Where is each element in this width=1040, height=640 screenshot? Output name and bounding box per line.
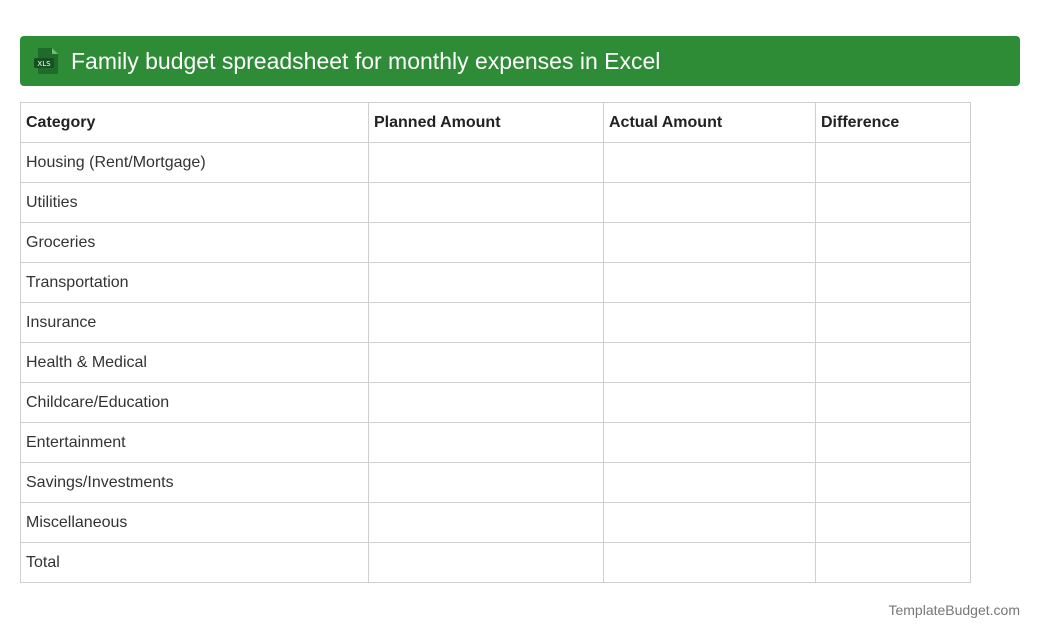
- category-cell: Utilities: [20, 182, 369, 223]
- actual-amount-cell: [603, 502, 816, 543]
- actual-amount-cell: [603, 222, 816, 263]
- planned-amount-cell: [368, 302, 604, 343]
- table-row: Groceries: [20, 222, 971, 263]
- actual-amount-cell: [603, 342, 816, 383]
- difference-cell: [815, 262, 971, 303]
- category-cell: Entertainment: [20, 422, 369, 463]
- planned-amount-cell: [368, 422, 604, 463]
- category-cell: Health & Medical: [20, 342, 369, 383]
- category-cell: Childcare/Education: [20, 382, 369, 423]
- difference-cell: [815, 462, 971, 503]
- actual-amount-cell: [603, 382, 816, 423]
- difference-cell: [815, 502, 971, 543]
- planned-amount-cell: [368, 182, 604, 223]
- difference-cell: [815, 422, 971, 463]
- column-header-planned-amount: Planned Amount: [368, 102, 604, 143]
- title-bar: XLS Family budget spreadsheet for monthl…: [20, 36, 1020, 86]
- category-cell: Miscellaneous: [20, 502, 369, 543]
- footer-brand: TemplateBudget.com: [888, 602, 1020, 618]
- table-row: Transportation: [20, 262, 971, 303]
- table-row-total: Total: [20, 542, 971, 583]
- column-header-category: Category: [20, 102, 369, 143]
- difference-cell: [815, 182, 971, 223]
- planned-amount-cell: [368, 542, 604, 583]
- difference-cell: [815, 142, 971, 183]
- planned-amount-cell: [368, 502, 604, 543]
- table-row: Health & Medical: [20, 342, 971, 383]
- table-row: Insurance: [20, 302, 971, 343]
- difference-cell: [815, 542, 971, 583]
- actual-amount-cell: [603, 142, 816, 183]
- planned-amount-cell: [368, 222, 604, 263]
- difference-cell: [815, 342, 971, 383]
- table-row: Housing (Rent/Mortgage): [20, 142, 971, 183]
- difference-cell: [815, 302, 971, 343]
- table-header-row: Category Planned Amount Actual Amount Di…: [20, 102, 971, 143]
- actual-amount-cell: [603, 542, 816, 583]
- planned-amount-cell: [368, 142, 604, 183]
- budget-table: Category Planned Amount Actual Amount Di…: [20, 102, 971, 583]
- planned-amount-cell: [368, 262, 604, 303]
- planned-amount-cell: [368, 462, 604, 503]
- column-header-difference: Difference: [815, 102, 971, 143]
- column-header-actual-amount: Actual Amount: [603, 102, 816, 143]
- difference-cell: [815, 382, 971, 423]
- table-row: Entertainment: [20, 422, 971, 463]
- category-cell: Groceries: [20, 222, 369, 263]
- actual-amount-cell: [603, 422, 816, 463]
- table-row: Savings/Investments: [20, 462, 971, 503]
- category-cell: Total: [20, 542, 369, 583]
- planned-amount-cell: [368, 382, 604, 423]
- actual-amount-cell: [603, 182, 816, 223]
- category-cell: Savings/Investments: [20, 462, 369, 503]
- difference-cell: [815, 222, 971, 263]
- table-row: Childcare/Education: [20, 382, 971, 423]
- table-row: Utilities: [20, 182, 971, 223]
- xls-icon-label: XLS: [37, 60, 51, 68]
- table-row: Miscellaneous: [20, 502, 971, 543]
- actual-amount-cell: [603, 302, 816, 343]
- page-title: Family budget spreadsheet for monthly ex…: [71, 48, 661, 74]
- actual-amount-cell: [603, 262, 816, 303]
- actual-amount-cell: [603, 462, 816, 503]
- category-cell: Transportation: [20, 262, 369, 303]
- category-cell: Insurance: [20, 302, 369, 343]
- category-cell: Housing (Rent/Mortgage): [20, 142, 369, 183]
- planned-amount-cell: [368, 342, 604, 383]
- xls-file-icon: XLS: [34, 48, 58, 74]
